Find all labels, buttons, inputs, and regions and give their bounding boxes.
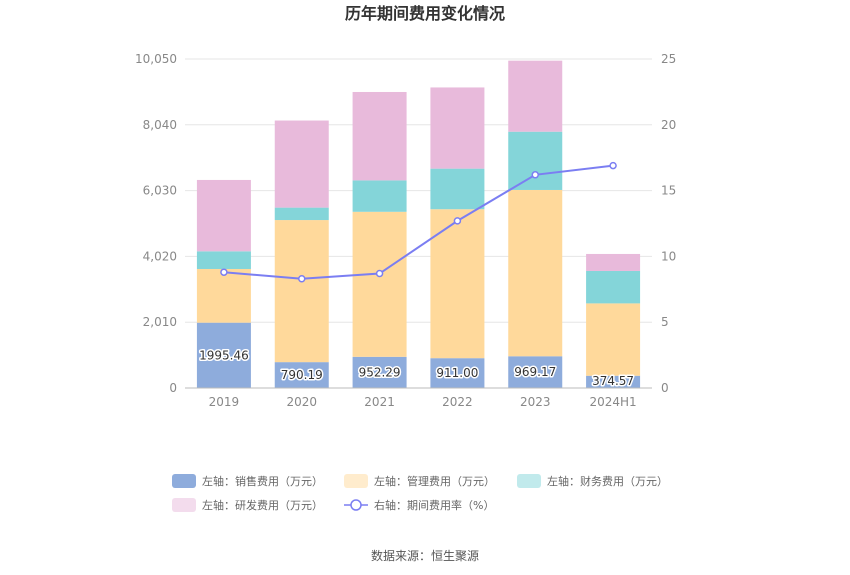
rate-point [375, 269, 384, 278]
legend-swatch [517, 474, 541, 488]
y-left-tick-label: 8,040 [143, 118, 177, 132]
rate-point [220, 268, 228, 276]
bar-segment [430, 358, 485, 388]
data-label: 911.00 [436, 366, 478, 380]
legend-swatch [344, 474, 368, 488]
bar-segment [586, 375, 641, 388]
bar-segment [508, 189, 563, 357]
bar-segment [430, 168, 485, 210]
chart-title: 历年期间费用变化情况 [345, 4, 505, 23]
rate-point [298, 275, 306, 283]
y-right-tick-label: 5 [661, 315, 669, 329]
axes: 0 0 2,010 5 4,020 10 6,030 15 8,040 20 10,050 25 201… [135, 52, 676, 409]
legend-swatch [172, 498, 196, 512]
bar-segment [274, 207, 329, 221]
x-tick-label: 2023 [520, 395, 551, 409]
legend-label: 左轴：研发费用（万元） [202, 498, 323, 512]
bar-segment [352, 91, 407, 181]
bar-segment [508, 131, 563, 190]
bar-segment [352, 211, 407, 357]
data-label: 374.57 [592, 374, 634, 388]
y-right-tick-label: 20 [661, 118, 676, 132]
x-tick-label: 2020 [286, 395, 317, 409]
data-labels: 1995.46 790.19 952.29 911.00 969.17 374.57 [198, 347, 636, 390]
grid [185, 58, 652, 323]
bar-segment [508, 356, 563, 388]
bar-segment [274, 220, 329, 363]
bar-segment [586, 270, 641, 304]
y-left-tick-label: 2,010 [143, 315, 177, 329]
y-right-tick-label: 25 [661, 52, 676, 66]
x-tick-label: 2019 [209, 395, 240, 409]
y-left-tick-label: 10,050 [135, 52, 177, 66]
bar-segment [586, 253, 641, 271]
rate-point [453, 217, 462, 225]
legend: 左轴：销售费用（万元） 左轴：管理费用（万元） 左轴：财务费用（万元） 左轴：研发费用… [172, 474, 668, 512]
y-left-tick-label: 4,020 [143, 249, 177, 263]
x-tick-label: 2022 [442, 395, 473, 409]
legend-swatch [172, 474, 196, 488]
legend-line-marker [350, 499, 362, 511]
data-label: 952.29 [359, 365, 401, 379]
rate-line-path [223, 164, 614, 280]
bar-segment [196, 179, 251, 252]
x-tick-label: 2021 [364, 395, 395, 409]
y-right-tick-label: 0 [661, 381, 669, 395]
rate-line [220, 161, 617, 283]
data-label: 790.19 [281, 368, 323, 382]
bar-segment [196, 268, 251, 323]
data-label: 969.17 [514, 365, 556, 379]
bar-segment [274, 120, 329, 208]
rate-point [609, 161, 617, 170]
bar-segment [430, 87, 485, 169]
bar-segment [508, 60, 563, 132]
bar-segment [352, 356, 407, 388]
bar-segment [274, 362, 329, 388]
legend-label: 左轴：财务费用（万元） [547, 474, 668, 488]
bars [196, 60, 641, 388]
y-left-tick-label: 0 [169, 381, 177, 395]
y-right-tick-label: 15 [661, 184, 676, 198]
data-label: 1995.46 [199, 348, 249, 362]
bar-segment [352, 180, 407, 212]
legend-label: 右轴：期间费用率（%） [374, 498, 494, 512]
bar-segment [196, 251, 251, 269]
y-right-tick-label: 10 [661, 249, 676, 263]
x-tick-label: 2024H1 [589, 395, 636, 409]
bar-segment [586, 303, 641, 376]
legend-label: 左轴：销售费用（万元） [202, 474, 323, 488]
bar-segment [430, 209, 485, 359]
y-left-tick-label: 6,030 [143, 184, 177, 198]
bar-segment [196, 322, 251, 388]
legend-label: 左轴：管理费用（万元） [374, 474, 495, 488]
rate-point [531, 171, 539, 179]
data-source: 数据来源：恒生聚源 [371, 548, 479, 563]
